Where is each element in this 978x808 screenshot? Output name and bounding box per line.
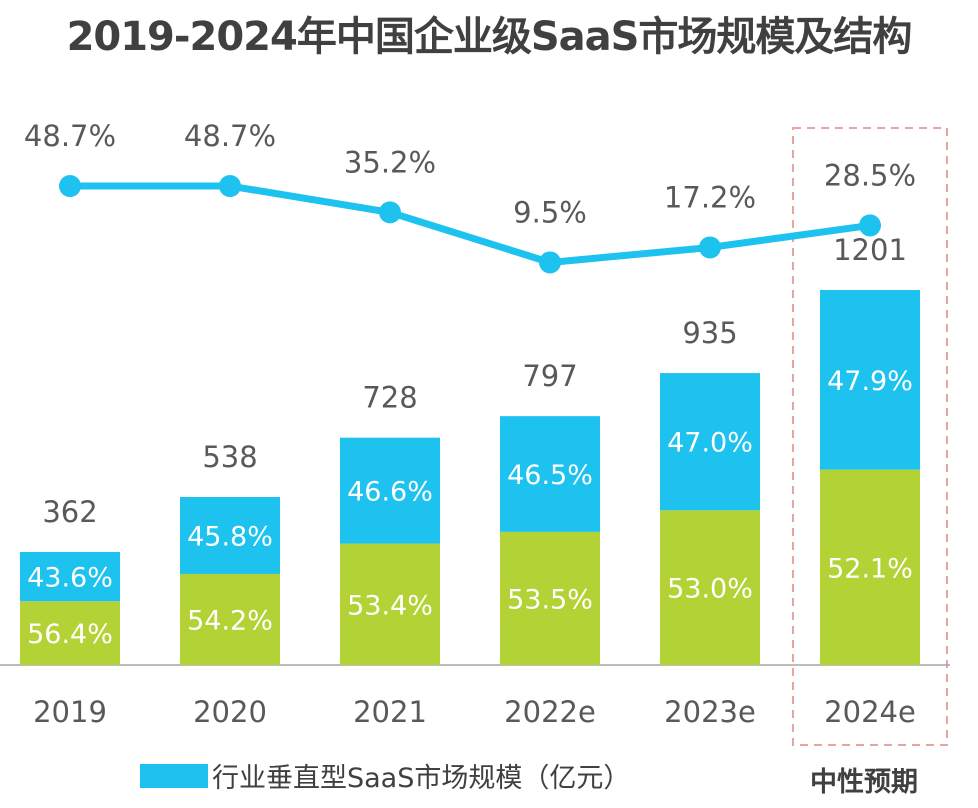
bar-label-general: 54.2%: [187, 605, 273, 636]
bar-segment-general: [500, 531, 600, 665]
growth-rate-point: [59, 175, 81, 198]
growth-rate-label: 28.5%: [824, 158, 916, 192]
growth-rate-label: 35.2%: [344, 145, 436, 179]
growth-rate-point: [379, 201, 401, 224]
bar-total-label: 797: [522, 359, 577, 393]
legend-swatch: [140, 763, 208, 788]
growth-rate-line: [70, 182, 871, 266]
x-tick-label: 2020: [193, 695, 267, 729]
x-tick-label: 2022e: [504, 695, 596, 729]
bar-label-general: 53.0%: [667, 574, 753, 605]
growth-rate-label: 48.7%: [184, 119, 276, 153]
bar-label-general: 53.4%: [347, 590, 433, 621]
growth-rate-point: [219, 175, 241, 198]
legend-label: 行业垂直型SaaS市场规模（亿元）: [212, 763, 631, 794]
bar-segment-vertical: [820, 290, 920, 470]
x-tick-label: 2023e: [664, 695, 756, 729]
bar-label-vertical: 45.8%: [187, 521, 273, 552]
x-tick-label: 2021: [353, 695, 427, 729]
growth-rate-label: 9.5%: [513, 195, 587, 229]
bar-label-vertical: 46.6%: [347, 477, 433, 508]
forecast-highlight-box: [792, 127, 948, 746]
bar-total-label: 728: [362, 381, 417, 415]
bar-label-vertical: 46.5%: [507, 460, 593, 491]
bar-label-vertical: 47.9%: [827, 366, 913, 397]
bar-segment-general: [340, 543, 440, 665]
growth-rate-point: [859, 214, 881, 237]
growth-rate-point: [539, 251, 561, 274]
bar-total-label: 362: [42, 495, 97, 529]
bar-total-label: 538: [202, 440, 257, 474]
bar-label-general: 56.4%: [27, 619, 113, 650]
bar-segment-general: [660, 510, 760, 665]
bar-label-vertical: 47.0%: [667, 428, 753, 459]
chart-title: 2019-2024年中国企业级SaaS市场规模及结构: [66, 14, 913, 60]
bar-segment-vertical: [180, 497, 280, 574]
forecast-note: 中性预期: [810, 767, 918, 798]
bar-segment-vertical: [340, 437, 440, 544]
bar-total-label: 935: [682, 316, 737, 350]
bar-label-general: 53.5%: [507, 584, 593, 615]
bar-segment-general: [20, 601, 120, 665]
bar-segment-general: [180, 573, 280, 665]
bar-total-label: 1201: [833, 233, 907, 267]
bar-segment-vertical: [20, 551, 120, 602]
bar-segment-general: [820, 469, 920, 665]
bar-label-general: 52.1%: [827, 553, 913, 584]
growth-rate-point: [699, 236, 721, 259]
growth-rate-label: 48.7%: [24, 119, 116, 153]
legend: 行业垂直型SaaS市场规模（亿元）: [140, 756, 630, 795]
bar-label-vertical: 43.6%: [27, 563, 113, 594]
x-tick-label: 2019: [33, 695, 107, 729]
bar-segment-vertical: [660, 373, 760, 511]
bar-segment-vertical: [500, 416, 600, 532]
growth-rate-label: 17.2%: [664, 180, 756, 214]
x-tick-label: 2024e: [824, 695, 916, 729]
